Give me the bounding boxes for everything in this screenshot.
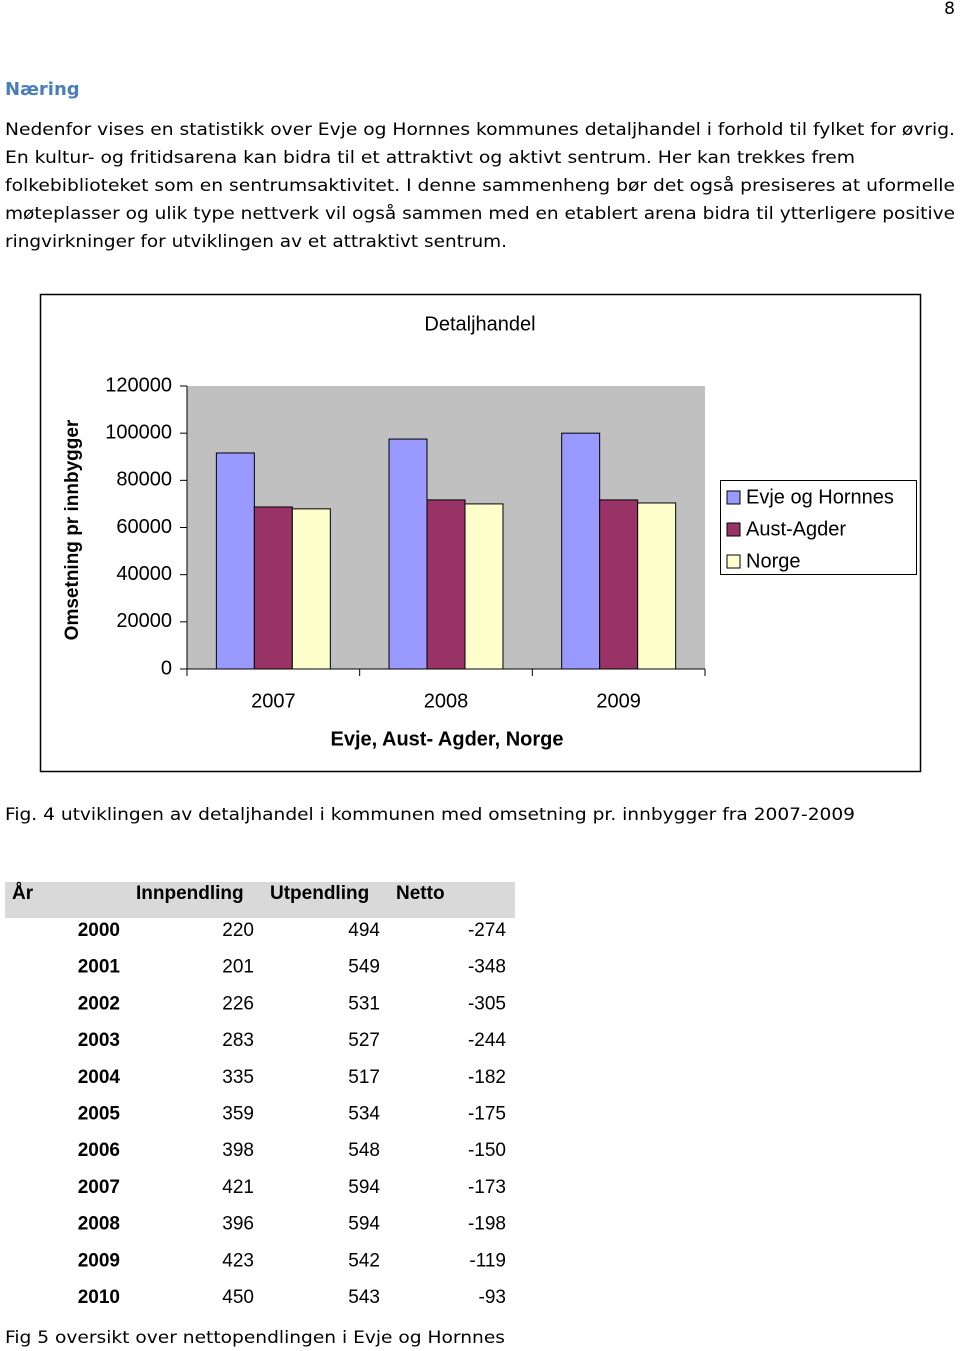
legend-label: Norge xyxy=(746,550,800,572)
paragraph-line: møteplasser og ulik type nettverk vil og… xyxy=(5,203,955,224)
legend-swatch xyxy=(726,490,741,505)
table-header-cell: År xyxy=(12,883,34,904)
table-cell: -274 xyxy=(468,920,506,941)
y-tick-label: 60000 xyxy=(116,516,172,538)
heading: Næring xyxy=(5,79,80,100)
table-cell: 542 xyxy=(348,1250,380,1271)
x-tick-label: 2007 xyxy=(251,690,296,712)
y-tick-label: 100000 xyxy=(105,421,172,443)
y-tick-label: 40000 xyxy=(116,563,172,585)
y-axis-label: Omsetning pr innbygger xyxy=(62,419,83,640)
y-tick-label: 120000 xyxy=(105,374,172,396)
table-caption: Fig 5 oversikt over nettopendlingen i Ev… xyxy=(5,1328,505,1348)
legend-label: Evje og Hornnes xyxy=(746,486,894,508)
chart: 0 20000 40000 60000 80000 100000 120000 2007 200… xyxy=(105,374,917,712)
table-cell: -244 xyxy=(468,1030,506,1051)
table-cell: 398 xyxy=(222,1140,254,1161)
table-cell: 534 xyxy=(348,1104,380,1125)
table: År Innpendling Utpendling Netto 2000 220 494 -2… xyxy=(12,883,506,1308)
x-tick-label: 2008 xyxy=(424,690,469,712)
table-cell: 423 xyxy=(222,1250,254,1271)
table-cell: 549 xyxy=(348,957,380,978)
table-cell: 2005 xyxy=(78,1104,121,1125)
table-header-background xyxy=(5,882,515,918)
table-cell: -93 xyxy=(479,1287,506,1308)
legend-label: Aust-Agder xyxy=(746,518,846,540)
table-cell: 527 xyxy=(348,1030,380,1051)
bar xyxy=(464,503,504,670)
table-cell: 494 xyxy=(348,920,380,941)
x-tick-label: 2009 xyxy=(596,690,641,712)
table-cell: 594 xyxy=(348,1214,380,1235)
table-cell: 201 xyxy=(222,957,254,978)
bar xyxy=(637,502,677,670)
table-cell: 226 xyxy=(222,993,254,1014)
legend-box xyxy=(720,480,917,575)
bar xyxy=(253,506,293,670)
table-cell: 2008 xyxy=(78,1214,120,1235)
bar xyxy=(599,499,639,670)
bar xyxy=(426,499,466,670)
table-cell: 2001 xyxy=(78,957,121,978)
table-cell: -198 xyxy=(468,1214,506,1235)
table-cell: 421 xyxy=(222,1177,254,1198)
y-tick-label: 20000 xyxy=(116,610,172,632)
x-axis-label: Evje, Aust- Agder, Norge xyxy=(330,728,563,750)
table-cell: 335 xyxy=(222,1067,254,1088)
paragraph-line: En kultur- og fritidsarena kan bidra til… xyxy=(5,148,855,168)
table-cell: -150 xyxy=(468,1140,506,1161)
table-cell: -305 xyxy=(468,993,506,1014)
table-cell: 2004 xyxy=(78,1067,121,1088)
table-cell: 531 xyxy=(348,993,380,1014)
table-cell: -348 xyxy=(468,957,506,978)
y-tick-label: 80000 xyxy=(116,469,172,491)
table-cell: 2003 xyxy=(78,1030,120,1051)
table-cell: 548 xyxy=(348,1140,380,1161)
bar xyxy=(561,432,601,670)
table-cell: 283 xyxy=(222,1030,254,1051)
table-cell: 450 xyxy=(222,1287,254,1308)
table-cell: 517 xyxy=(348,1067,380,1088)
table-cell: 2007 xyxy=(78,1177,120,1198)
table-cell: 2006 xyxy=(78,1140,120,1161)
table-cell: -119 xyxy=(469,1250,506,1271)
paragraph-line: Nedenfor vises en statistikk over Evje o… xyxy=(5,120,955,140)
table-cell: 2010 xyxy=(78,1287,120,1308)
bar xyxy=(388,438,428,670)
table-cell: 2009 xyxy=(78,1250,120,1271)
bar xyxy=(291,508,331,670)
table-cell: 594 xyxy=(348,1177,380,1198)
table-cell: 396 xyxy=(222,1214,254,1235)
figure-caption: Fig. 4 utviklingen av detaljhandel i kom… xyxy=(5,805,855,825)
paragraph-line: folkebiblioteket som en sentrumsaktivite… xyxy=(5,175,955,196)
legend-swatch xyxy=(726,554,741,569)
table-header-cell: Netto xyxy=(396,883,445,904)
table-header-cell: Innpendling xyxy=(136,883,244,904)
table-cell: 220 xyxy=(222,920,254,941)
table-cell: -175 xyxy=(468,1104,506,1125)
table-cell: 2000 xyxy=(78,920,120,941)
legend-swatch xyxy=(726,522,741,537)
table-cell: 2002 xyxy=(78,993,120,1014)
table-cell: 359 xyxy=(222,1104,254,1125)
table-cell: -173 xyxy=(468,1177,506,1198)
y-tick-label: 0 xyxy=(161,657,172,679)
page-number: 8 xyxy=(944,0,955,19)
paragraph-line: ringvirkninger for utviklingen av et att… xyxy=(5,232,507,252)
chart-title: Detaljhandel xyxy=(424,313,535,335)
table-header-cell: Utpendling xyxy=(270,883,369,904)
bar xyxy=(215,452,255,670)
table-cell: 543 xyxy=(348,1287,380,1308)
table-cell: -182 xyxy=(468,1067,506,1088)
